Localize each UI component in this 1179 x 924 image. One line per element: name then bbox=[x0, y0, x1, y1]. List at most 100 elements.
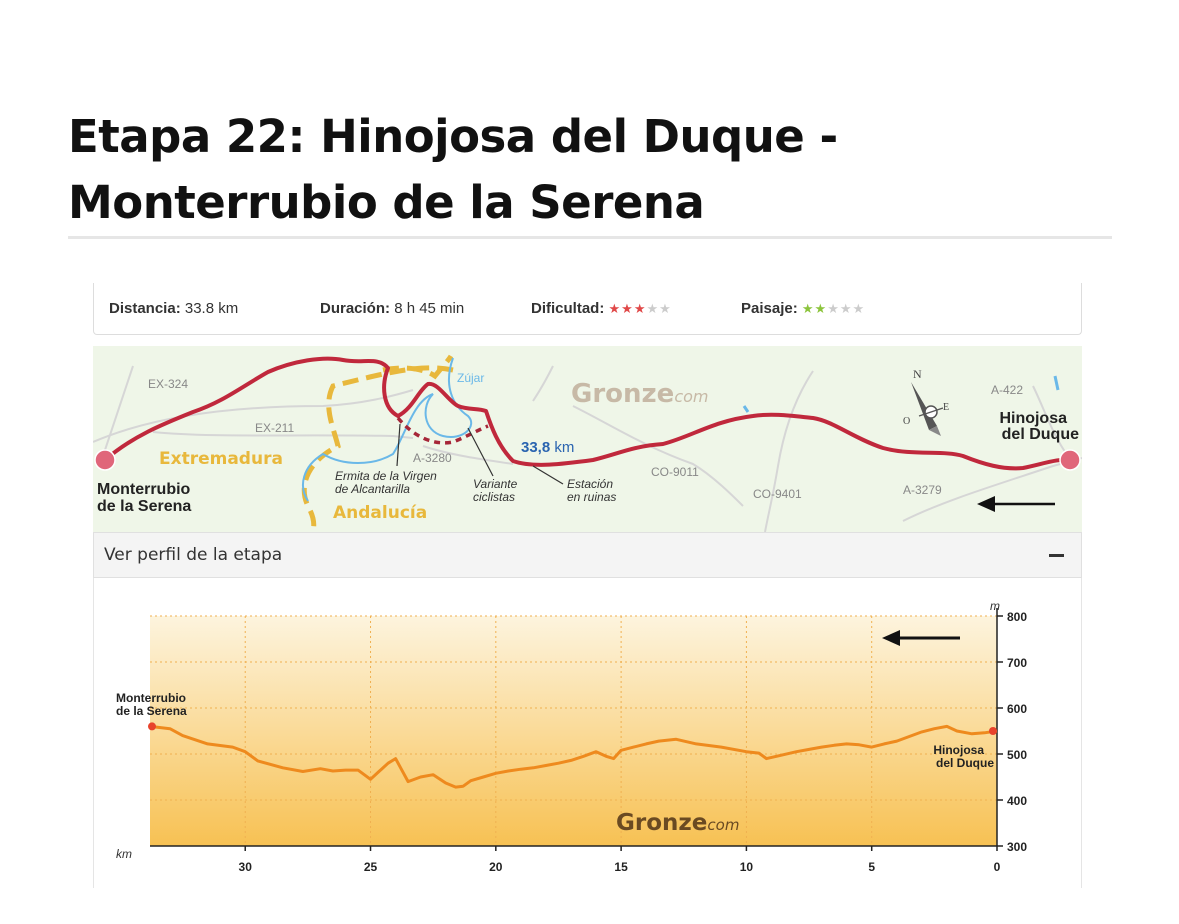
poi-estacion-line-1: Estación bbox=[567, 477, 613, 491]
page-title-line-1: Etapa 22: Hinojosa del Duque - bbox=[68, 110, 838, 163]
y-tick-label: 600 bbox=[1007, 702, 1027, 716]
map-end-label-line-2: del Duque bbox=[1002, 426, 1079, 443]
road-labels: EX-324 EX-211 A-3280 CO-9011 CO-9401 A-3… bbox=[148, 377, 1023, 501]
map-brand-logo: Gronzecom bbox=[571, 379, 708, 409]
stat-difficulty: Dificultad: ★★★★★ bbox=[531, 300, 672, 317]
y-tick-label: 500 bbox=[1007, 748, 1027, 762]
profile-end-marker bbox=[989, 727, 997, 735]
map-start-label-line-2: de la Serena bbox=[97, 498, 191, 515]
route-map[interactable]: N O E EX-324 EX-211 A-3280 CO-9011 CO-94… bbox=[93, 346, 1082, 532]
star-icon: ★ bbox=[659, 301, 672, 316]
poi-ermita-line-2: de Alcantarilla bbox=[335, 482, 410, 496]
road-label-co9011: CO-9011 bbox=[651, 465, 699, 479]
page-title-line-2: Monterrubio de la Serena bbox=[68, 176, 705, 229]
river-fragment-east bbox=[1053, 375, 1060, 391]
y-tick-label: 400 bbox=[1007, 794, 1027, 808]
profile-toggle-label[interactable]: Ver perfil de la etapa bbox=[104, 545, 283, 565]
page-title: Etapa 22: Hinojosa del Duque - Monterrub… bbox=[68, 104, 1112, 236]
region-label-andalucia: Andalucía bbox=[333, 503, 427, 523]
star-icon: ★ bbox=[839, 301, 853, 316]
profile-direction-arrow-icon bbox=[882, 630, 960, 646]
stat-landscape: Paisaje: ★★★★★ bbox=[741, 300, 865, 317]
poi-estacion-line-2: en ruinas bbox=[567, 490, 616, 504]
map-start-label: Monterrubio de la Serena bbox=[97, 481, 191, 515]
profile-end-label: Hinojosa del Duque bbox=[933, 743, 994, 770]
profile-toggle-header[interactable]: Ver perfil de la etapa bbox=[93, 532, 1082, 578]
stat-duration-label: Duración: bbox=[320, 300, 391, 317]
y-unit-label: m bbox=[990, 599, 1000, 613]
river-label: Zújar bbox=[457, 371, 484, 385]
star-icon: ★ bbox=[621, 301, 634, 316]
profile-end-label-line-1: Hinojosa bbox=[933, 743, 984, 757]
x-tick-label: 0 bbox=[994, 860, 1001, 874]
difficulty-star-rating: ★★★★★ bbox=[609, 301, 672, 316]
stat-duration: Duración: 8 h 45 min bbox=[320, 300, 464, 317]
poi-labels: Ermita de la Virgen de Alcantarilla Vari… bbox=[335, 469, 616, 504]
cyclist-variant-path bbox=[396, 416, 489, 445]
stat-distance: Distancia: 33.8 km bbox=[109, 300, 238, 317]
star-icon: ★ bbox=[814, 301, 828, 316]
x-tick-label: 25 bbox=[364, 860, 378, 874]
profile-start-marker bbox=[148, 722, 156, 731]
profile-start-label-line-1: Monterrubio bbox=[116, 691, 186, 705]
y-tick-label: 700 bbox=[1007, 656, 1027, 670]
x-tick-label: 20 bbox=[489, 860, 503, 874]
compass-icon bbox=[911, 382, 944, 436]
stat-distance-value: 33.8 km bbox=[184, 300, 239, 317]
profile-brand-logo: Gronzecom bbox=[616, 810, 739, 836]
stat-landscape-label: Paisaje: bbox=[741, 300, 798, 317]
profile-plot-area bbox=[150, 616, 997, 846]
compass-e-label: E bbox=[943, 402, 949, 413]
star-icon: ★ bbox=[608, 301, 622, 316]
end-point-marker[interactable] bbox=[1059, 449, 1081, 471]
road-label-a3280: A-3280 bbox=[413, 451, 452, 465]
star-icon: ★ bbox=[633, 301, 647, 316]
compass-n-label: N bbox=[913, 367, 922, 381]
regional-border-north bbox=[382, 354, 454, 380]
star-icon: ★ bbox=[646, 301, 660, 316]
river-zujar bbox=[302, 357, 473, 502]
x-tick-label: 30 bbox=[239, 860, 253, 874]
map-end-label: Hinojosa del Duque bbox=[999, 410, 1079, 443]
x-unit-label: km bbox=[116, 847, 132, 861]
x-tick-label: 10 bbox=[740, 860, 754, 874]
road-label-a3279: A-3279 bbox=[903, 483, 942, 497]
profile-end-label-line-2: del Duque bbox=[936, 756, 994, 770]
x-tick-label: 15 bbox=[614, 860, 628, 874]
star-icon: ★ bbox=[801, 301, 815, 316]
region-label-extremadura: Extremadura bbox=[159, 449, 283, 469]
road-label-ex324: EX-324 bbox=[148, 377, 188, 391]
title-divider bbox=[68, 236, 1112, 239]
y-tick-label: 800 bbox=[1007, 610, 1027, 624]
poi-leader-lines bbox=[396, 423, 564, 485]
collapse-icon[interactable] bbox=[1047, 543, 1067, 567]
poi-variante-line-1: Variante bbox=[473, 477, 518, 491]
road-label-a422: A-422 bbox=[991, 383, 1023, 397]
elevation-profile-chart: 300 400 500 600 700 800 30 25 20 15 10 5 0 m km Monter… bbox=[116, 599, 1027, 874]
route-path bbox=[103, 356, 1074, 471]
route-map-canvas: N O E EX-324 EX-211 A-3280 CO-9011 CO-94… bbox=[93, 354, 1082, 532]
elevation-profile-panel: 300 400 500 600 700 800 30 25 20 15 10 5 0 m km Monter… bbox=[93, 578, 1082, 888]
poi-variante-line-2: ciclistas bbox=[473, 490, 515, 504]
road-label-ex211: EX-211 bbox=[255, 421, 294, 435]
stat-distance-label: Distancia: bbox=[109, 300, 181, 317]
map-end-label-line-1: Hinojosa bbox=[999, 410, 1067, 427]
stage-stats-bar: Distancia: 33.8 km Duración: 8 h 45 min … bbox=[93, 283, 1082, 335]
elevation-line bbox=[149, 724, 998, 789]
profile-axes: 300 400 500 600 700 800 30 25 20 15 10 5 0 m km bbox=[116, 599, 1027, 874]
profile-grid bbox=[150, 615, 997, 846]
poi-ermita-line-1: Ermita de la Virgen bbox=[335, 469, 437, 483]
landscape-star-rating: ★★★★★ bbox=[802, 301, 865, 316]
profile-start-label: Monterrubio de la Serena bbox=[116, 691, 187, 718]
direction-arrow-icon bbox=[977, 496, 1055, 512]
map-start-label-line-1: Monterrubio bbox=[97, 481, 191, 498]
stat-duration-value: 8 h 45 min bbox=[394, 300, 465, 317]
map-distance-label: 33,8 km bbox=[521, 439, 574, 456]
star-icon: ★ bbox=[827, 301, 840, 316]
profile-start-label-line-2: de la Serena bbox=[116, 704, 187, 718]
x-tick-label: 5 bbox=[868, 860, 875, 874]
stat-difficulty-label: Dificultad: bbox=[531, 300, 605, 317]
river-fragment bbox=[742, 405, 750, 413]
start-point-marker[interactable] bbox=[94, 449, 116, 471]
y-tick-label: 300 bbox=[1007, 840, 1027, 854]
